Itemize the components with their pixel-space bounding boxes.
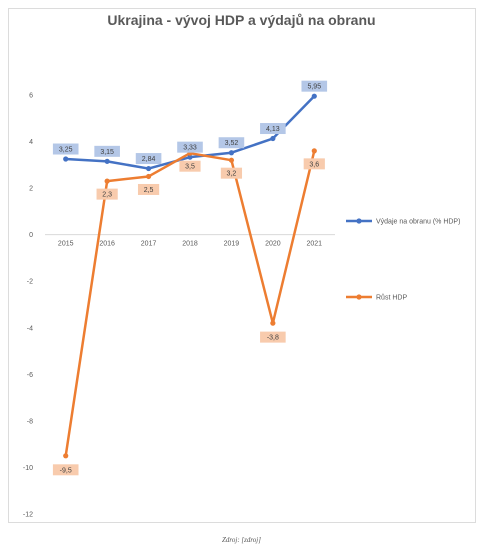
data-label-box [52, 464, 79, 476]
data-label-box [94, 145, 120, 157]
data-point [104, 158, 110, 164]
legend-swatch-marker [356, 294, 362, 300]
data-label-box [260, 123, 286, 135]
data-label-box [179, 160, 201, 172]
data-label-box [301, 80, 328, 92]
data-point [311, 93, 317, 99]
data-label: 2,5 [144, 187, 154, 194]
x-tick-label: 2018 [182, 241, 198, 248]
data-label-box [96, 188, 118, 200]
data-point [63, 156, 69, 162]
data-label-box [135, 153, 162, 165]
y-tick-labels: -12 -10 -8 -6 -4 -2 0 2 4 6 [23, 93, 33, 519]
x-tick-label: 2015 [58, 241, 74, 248]
x-tick-label: 2020 [265, 241, 281, 248]
data-label: 3,2 [227, 171, 237, 178]
data-label: 2,84 [142, 156, 156, 163]
x-tick-label: 2017 [141, 241, 157, 248]
data-point [187, 154, 193, 160]
y-tick-label: -8 [27, 418, 33, 425]
data-point [145, 165, 152, 172]
data-point [104, 178, 110, 184]
data-label: -9,5 [60, 467, 72, 474]
data-point [145, 173, 152, 180]
x-tick-labels: 2015 2016 2017 2018 2019 2020 2021 [58, 241, 322, 248]
data-label: 3,5 [185, 164, 195, 171]
data-labels: 3,25 3,15 2,84 3,33 3,52 4,13 5,95 -9,5 2,3 2,5 3,… [52, 80, 328, 476]
data-label-box [260, 331, 286, 343]
legend-label: Růst HDP [376, 294, 407, 302]
y-tick-label: -10 [23, 465, 33, 472]
legend-label: Výdaje na obranu (% HDP) [376, 219, 460, 226]
data-label: 2,3 [102, 192, 112, 199]
chart-frame [8, 8, 476, 523]
x-tick-label: 2016 [99, 241, 115, 248]
data-point [63, 453, 69, 459]
data-label-box [177, 141, 203, 153]
data-label: 5,95 [307, 84, 321, 91]
y-tick-label: 0 [29, 232, 33, 239]
x-tick-label: 2019 [224, 241, 240, 248]
data-label-box [218, 137, 245, 149]
y-tick-label: -4 [27, 325, 33, 332]
y-tick-label: 6 [29, 93, 33, 100]
data-label: 4,13 [266, 126, 280, 133]
data-label-box [303, 158, 325, 170]
y-tick-label: -12 [23, 512, 33, 519]
data-label: 3,25 [59, 147, 73, 154]
data-label: 3,33 [183, 145, 197, 152]
chart-title: Ukrajina - vývoj HDP a výdajů na obranu [107, 12, 376, 28]
y-tick-label: 4 [29, 139, 33, 146]
x-tick-label: 2021 [306, 241, 322, 248]
y-tick-label: -6 [27, 372, 33, 379]
data-label: 3,6 [309, 161, 319, 168]
data-label: -3,8 [267, 335, 279, 342]
legend: Výdaje na obranu (% HDP) Růst HDP [346, 218, 460, 302]
data-point [228, 150, 235, 156]
data-label-box [220, 167, 243, 179]
legend-swatch-marker [356, 218, 362, 224]
data-label-box [137, 183, 160, 195]
data-point [270, 320, 276, 326]
source-note: Zdroj: [zdroj] [222, 536, 261, 544]
data-point [270, 135, 276, 142]
data-label: 3,52 [225, 140, 239, 147]
data-label: 3,15 [100, 149, 114, 156]
data-label-box [52, 143, 79, 155]
data-point [228, 157, 235, 163]
y-tick-label: 2 [29, 186, 33, 193]
data-point [311, 148, 317, 154]
y-tick-label: -2 [27, 279, 33, 286]
